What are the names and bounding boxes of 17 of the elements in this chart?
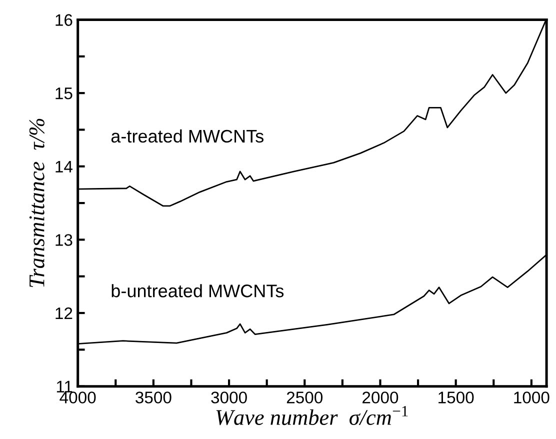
x-axis-title: Wave number σ/cm$^{−1}$ [216, 406, 408, 426]
series-label: b-untreated MWCNTs [112, 284, 284, 298]
x-tick-label: 2500 [286, 392, 323, 404]
y-axis-title: Transmittance τ/% [29, 118, 44, 288]
x-tick-label: 2000 [362, 392, 398, 404]
y-tick-label: 12 [56, 307, 72, 320]
x-tick-label: 3000 [211, 392, 247, 404]
x-tick-label: 4000 [60, 392, 96, 404]
series-label: a-treated MWCNTs [111, 129, 264, 143]
y-tick-label: 16 [56, 14, 72, 26]
y-tick-label: 13 [56, 234, 72, 246]
y-tick-label: 15 [56, 88, 72, 100]
x-tick-label: 1000 [514, 392, 550, 404]
x-tick-label: 3500 [136, 392, 172, 404]
x-tick-label: 1500 [438, 392, 474, 404]
y-tick-label: 11 [56, 380, 72, 392]
y-tick-label: 14 [56, 160, 72, 172]
